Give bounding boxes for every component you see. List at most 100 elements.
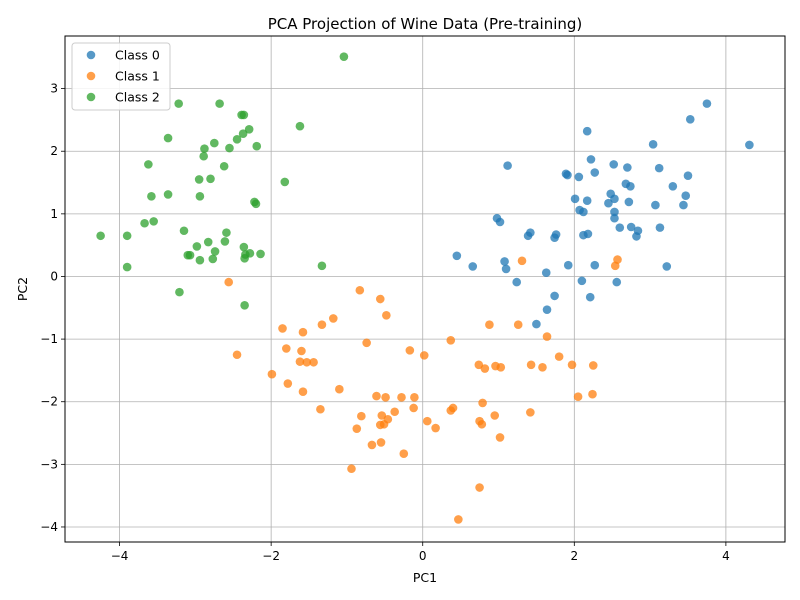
axis-ticks: −4 −2 0 2 4 −4 −3 −2 −1 0 1 2 3 <box>40 82 729 563</box>
data-point <box>495 217 505 227</box>
data-point <box>613 255 622 264</box>
data-point <box>496 362 506 372</box>
data-point <box>648 140 658 149</box>
x-axis-label: PC1 <box>413 570 437 585</box>
data-point <box>317 320 327 329</box>
data-point <box>586 155 596 164</box>
data-point <box>610 194 619 204</box>
data-point <box>446 336 456 345</box>
x-tick-label: 4 <box>722 549 730 563</box>
data-point <box>541 268 551 278</box>
x-tick-label: 0 <box>419 549 427 563</box>
data-point <box>352 424 362 433</box>
data-point <box>405 346 415 355</box>
data-point <box>195 192 205 201</box>
data-point <box>175 287 184 297</box>
data-point <box>399 449 409 459</box>
data-point <box>122 262 132 272</box>
data-point <box>362 338 371 348</box>
data-point <box>579 230 588 240</box>
data-point <box>702 99 712 108</box>
data-point <box>538 362 547 372</box>
data-point <box>615 223 625 232</box>
data-point <box>745 140 754 150</box>
data-point <box>252 141 262 151</box>
data-point <box>278 324 287 333</box>
data-point <box>526 408 535 417</box>
data-point <box>422 416 432 426</box>
legend: Class 0 Class 1 Class 2 <box>71 42 171 111</box>
data-point <box>240 254 249 263</box>
series-1 <box>224 255 622 524</box>
data-point <box>503 161 512 170</box>
data-point <box>454 515 463 524</box>
data-point <box>612 277 622 287</box>
data-point <box>500 257 509 266</box>
data-point <box>532 319 541 329</box>
y-tick-label: 1 <box>50 207 58 221</box>
data-point <box>397 393 406 402</box>
data-points <box>96 52 754 524</box>
data-point <box>609 160 619 169</box>
data-point <box>316 404 325 414</box>
data-point <box>610 207 619 217</box>
data-point <box>590 168 600 177</box>
data-point <box>298 387 308 397</box>
data-point <box>480 364 490 373</box>
data-point <box>409 403 418 413</box>
data-point <box>526 360 536 370</box>
data-point <box>683 171 693 180</box>
data-point <box>347 464 356 474</box>
data-point <box>485 320 494 329</box>
data-point <box>222 228 231 237</box>
data-point <box>240 300 249 310</box>
plot-frame <box>64 35 786 543</box>
data-point <box>626 222 636 232</box>
data-point <box>232 135 242 144</box>
data-point <box>251 199 261 209</box>
data-point <box>239 110 249 120</box>
x-tick-label: 2 <box>570 549 578 563</box>
y-tick-label: 2 <box>50 144 58 158</box>
legend-marker <box>86 50 96 60</box>
data-point <box>452 251 462 261</box>
data-point <box>574 172 584 182</box>
data-point <box>375 294 385 304</box>
data-point <box>475 483 484 492</box>
data-point <box>224 277 234 287</box>
chart-title: PCA Projection of Wine Data (Pre-trainin… <box>268 15 583 33</box>
data-point <box>256 249 265 259</box>
data-point <box>194 175 204 184</box>
data-point <box>244 125 254 134</box>
data-point <box>517 256 527 266</box>
data-point <box>372 391 381 401</box>
data-point <box>381 393 390 402</box>
data-point <box>382 311 391 320</box>
data-point <box>203 237 213 247</box>
data-point <box>550 291 559 301</box>
data-point <box>623 163 632 172</box>
data-point <box>238 129 248 138</box>
legend-marker <box>86 71 96 81</box>
data-point <box>679 200 688 210</box>
legend-label: Class 2 <box>115 90 160 105</box>
data-point <box>550 233 559 242</box>
data-point <box>210 138 219 148</box>
data-point <box>295 357 305 366</box>
y-tick-label: −3 <box>40 457 58 471</box>
data-point <box>490 411 500 420</box>
data-point <box>185 250 195 260</box>
data-point <box>149 217 158 226</box>
data-point <box>431 423 440 433</box>
data-point <box>579 207 588 217</box>
data-point <box>376 438 386 447</box>
data-point <box>357 411 366 421</box>
x-tick-label: −4 <box>111 549 129 563</box>
grid-lines <box>65 36 785 542</box>
data-point <box>512 277 522 287</box>
data-point <box>662 262 672 271</box>
data-point <box>542 332 552 341</box>
data-point <box>210 247 220 256</box>
data-point <box>282 344 291 353</box>
